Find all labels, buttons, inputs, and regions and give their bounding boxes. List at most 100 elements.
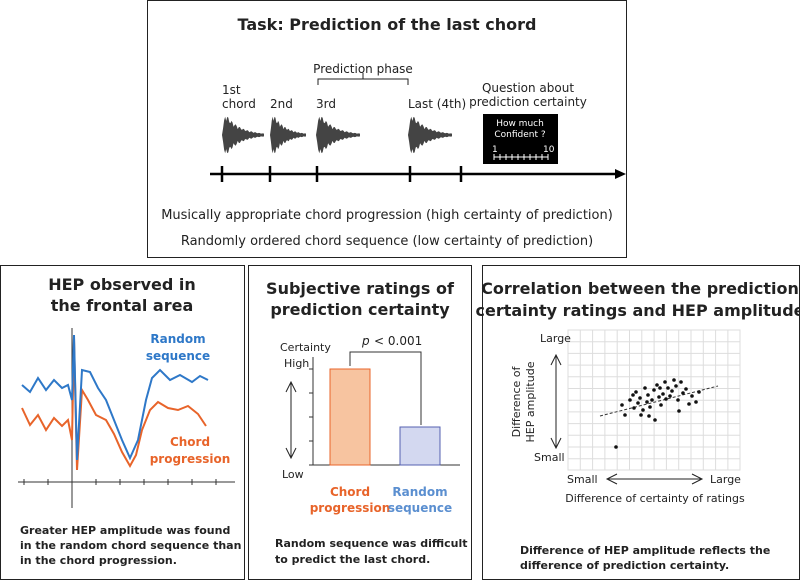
caption: Difference of HEP amplitude reflects the — [520, 544, 770, 557]
scatter-point — [694, 400, 698, 404]
scatter-point — [670, 389, 674, 393]
axis-label: Large — [710, 473, 741, 486]
scatter-point — [664, 397, 668, 401]
scatter-point — [661, 392, 665, 396]
caption: in the chord progression. — [20, 554, 177, 567]
condition: Randomly ordered chord sequence (low cer… — [181, 234, 593, 249]
scatter-point — [653, 418, 657, 422]
scatter-point — [628, 398, 632, 402]
question-label: prediction certainty — [469, 95, 587, 109]
axis-label: Small — [567, 473, 598, 486]
scatter-point — [697, 390, 701, 394]
axis-label: Low — [282, 468, 304, 481]
panel-title: certainty ratings and HEP amplitude — [475, 301, 800, 320]
panel-title: Subjective ratings of — [266, 279, 455, 298]
scatter-point — [681, 391, 685, 395]
chord-label: chord — [222, 97, 256, 111]
scatter-point — [636, 401, 640, 405]
scatter-point — [679, 380, 683, 384]
chord-label: 2nd — [270, 97, 293, 111]
rating-max: 10 — [543, 145, 555, 155]
scatter-point — [658, 386, 662, 390]
axis-label: High — [284, 357, 309, 370]
caption: to predict the last chord. — [275, 553, 430, 566]
panel-title: Correlation between the prediction — [481, 279, 799, 298]
scatter-point — [639, 413, 643, 417]
scatter-point — [687, 402, 691, 406]
bar-label: Random — [392, 485, 447, 499]
chord-label: 3rd — [316, 97, 336, 111]
scatter-points — [614, 378, 701, 449]
rating-min: 1 — [492, 145, 498, 155]
bar-label: Chord — [330, 485, 370, 499]
scatter-point — [684, 387, 688, 391]
waveform — [270, 116, 306, 154]
axis-ticks — [23, 479, 217, 485]
timeline-arrow — [615, 169, 626, 179]
scatter-point — [645, 400, 649, 404]
scatter-point — [659, 403, 663, 407]
legend-random: sequence — [146, 349, 210, 363]
task-title: Task: Prediction of the last chord — [238, 15, 537, 34]
correlation-panel — [482, 265, 800, 580]
rating-scale — [493, 154, 549, 160]
waveform — [408, 116, 452, 154]
scatter-point — [663, 380, 667, 384]
scatter-point — [657, 395, 661, 399]
chord-label: Last (4th) — [408, 97, 466, 111]
panel-title: prediction certainty — [270, 300, 450, 319]
scatter-point — [643, 386, 647, 390]
legend-random: Random — [150, 332, 205, 346]
bar-label: progression — [310, 501, 391, 515]
chord-curve — [21, 337, 207, 471]
p-symbol: p — [361, 334, 370, 348]
legend-chord: Chord — [170, 435, 210, 449]
axis-label: Large — [540, 332, 571, 345]
question-label: Question about — [482, 81, 574, 95]
axis-label: Difference of certainty of ratings — [565, 492, 745, 505]
caption: Random sequence was difficult — [275, 537, 468, 550]
scatter-point — [666, 386, 670, 390]
axis-label: Small — [534, 451, 565, 464]
p-value: < 0.001 — [374, 334, 422, 348]
caption: difference of prediction certainty. — [520, 559, 729, 572]
bar-random — [399, 426, 441, 466]
scatter-point — [677, 409, 681, 413]
scatter-point — [620, 403, 624, 407]
scatter-point — [638, 396, 642, 400]
rating-prompt: Confident ? — [494, 130, 546, 140]
panel-title: HEP observed in — [48, 275, 196, 294]
scatter-point — [647, 414, 651, 418]
scatter-point — [668, 394, 672, 398]
scatter-point — [623, 413, 627, 417]
axis-label: Certainty — [280, 341, 331, 354]
plot-frame — [567, 329, 741, 471]
scatter-point — [641, 408, 645, 412]
axis-label: Difference of — [510, 365, 523, 437]
scatter-point — [650, 398, 654, 402]
scatter-point — [655, 383, 659, 387]
phase-label: Prediction phase — [313, 62, 413, 76]
scatter-point — [672, 378, 676, 382]
scatter-point — [648, 405, 652, 409]
y-arrow — [550, 353, 562, 450]
phase-bracket — [317, 73, 409, 85]
condition: Musically appropriate chord progression … — [161, 208, 613, 223]
legend-chord: progression — [150, 452, 231, 466]
scatter-point — [652, 388, 656, 392]
panel-title: the frontal area — [51, 296, 194, 315]
rating-prompt: How much — [496, 119, 544, 129]
waveform — [316, 116, 360, 154]
certainty-arrow — [285, 380, 297, 460]
x-arrow — [605, 473, 704, 485]
scatter-point — [634, 390, 638, 394]
axis-label: HEP amplitude — [524, 361, 537, 442]
waveform — [222, 116, 264, 154]
caption: in the random chord sequence than — [20, 539, 241, 552]
scatter-point — [646, 393, 650, 397]
timeline-ticks — [220, 166, 463, 182]
scatter-point — [676, 398, 680, 402]
scatter-point — [614, 445, 618, 449]
scatter-point — [631, 393, 635, 397]
